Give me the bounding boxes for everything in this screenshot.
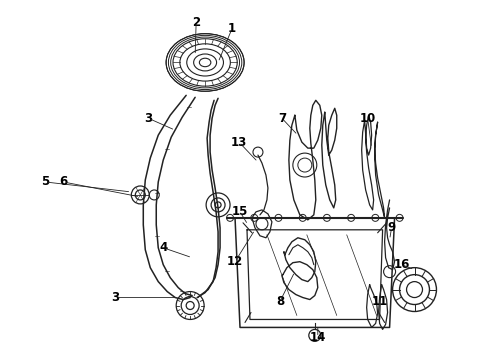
Text: 12: 12	[227, 255, 243, 268]
Text: 3: 3	[144, 112, 152, 125]
Text: 7: 7	[278, 112, 286, 125]
Text: 3: 3	[111, 291, 120, 304]
Text: 16: 16	[393, 258, 410, 271]
Text: 13: 13	[231, 136, 247, 149]
Text: 14: 14	[310, 331, 326, 344]
Text: 9: 9	[388, 221, 396, 234]
Text: 11: 11	[371, 295, 388, 308]
Text: 15: 15	[232, 205, 248, 219]
Text: 2: 2	[192, 16, 200, 29]
Text: 8: 8	[276, 295, 284, 308]
Text: 4: 4	[159, 241, 168, 254]
Text: 1: 1	[228, 22, 236, 35]
Text: 10: 10	[360, 112, 376, 125]
Text: 6: 6	[59, 175, 68, 189]
Text: 5: 5	[42, 175, 49, 189]
